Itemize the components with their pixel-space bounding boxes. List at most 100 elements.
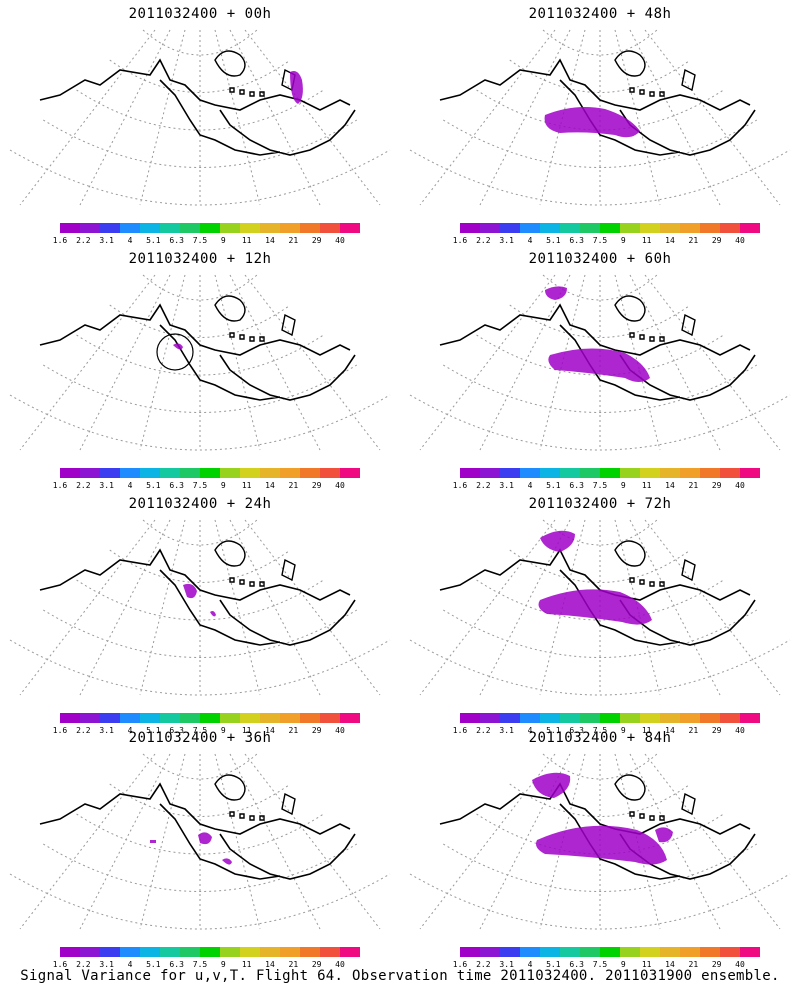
panel-title: 2011032400 + 00h (128, 6, 272, 22)
forecast-panel: 2011032400 + 60h 1.6 2.2 3.1 4 5.1 6.3 7.5 9 11 14… (400, 245, 800, 490)
coastline (439, 58, 756, 156)
islands (614, 774, 696, 821)
colorbar-swatch (520, 468, 540, 478)
colorbar-swatch (140, 223, 160, 233)
meridian-line (19, 753, 156, 930)
colorbar-tick-label: 3.1 (499, 960, 514, 969)
colorbar (460, 223, 760, 233)
variance-region (544, 107, 640, 138)
colorbar-tick-label: 11 (641, 726, 652, 735)
forecast-panel: 2011032400 + 36h 1.6 2.2 3.1 4 5.1 6.3 7.5 9 11 14… (0, 724, 400, 969)
colorbar-swatch (740, 468, 760, 478)
colorbar-tick-label: 2.2 (76, 481, 91, 490)
colorbar-tick-label: 40 (735, 236, 745, 245)
meridian-line (419, 753, 556, 930)
variance-region (655, 827, 673, 843)
colorbar-tick-label: 11 (241, 236, 252, 245)
forecast-panel: 2011032400 + 84h 1.6 2.2 3.1 4 5.1 6.3 7.5 9 11 14… (400, 724, 800, 969)
meridian-line (244, 753, 381, 930)
colorbar-tick-label: 4 (527, 960, 533, 969)
coastline (39, 58, 356, 156)
meridian-line (139, 519, 186, 696)
colorbar-tick-label: 5.1 (546, 960, 561, 969)
latitude-line (476, 334, 724, 376)
polar-map (9, 519, 391, 696)
variance-region (150, 840, 156, 843)
colorbar-swatch (260, 223, 280, 233)
colorbar-swatch (600, 947, 620, 957)
latitude-line (9, 873, 391, 930)
forecast-panel: 2011032400 + 72h 1.6 2.2 3.1 4 5.1 6.3 7.5 9 11 14… (400, 490, 800, 735)
latitude-line (409, 639, 791, 696)
latitude-line (109, 304, 291, 338)
meridian-line (244, 274, 381, 451)
panel-title: 2011032400 + 12h (128, 251, 272, 267)
colorbar-swatch (500, 223, 520, 233)
meridian-line (79, 519, 171, 696)
islands (614, 540, 696, 587)
latitude-line (409, 394, 791, 451)
colorbar-tick-label: 21 (288, 726, 299, 735)
meridian-line (419, 29, 556, 206)
variance-region (198, 832, 212, 845)
meridian-line (79, 29, 171, 206)
colorbar-tick-label: 7.5 (192, 236, 208, 245)
colorbar-tick-label: 29 (311, 960, 322, 969)
forecast-panel: 2011032400 + 48h 1.6 2.2 3.1 4 5.1 6.3 7.5 9 11 14… (400, 0, 800, 245)
colorbar-tick-label: 1.6 (52, 960, 68, 969)
colorbar-tick-label: 21 (288, 236, 299, 245)
colorbar-swatch (580, 468, 600, 478)
colorbar-tick-label: 14 (665, 236, 675, 245)
meridian-line (79, 274, 171, 451)
colorbar-tick-label: 14 (265, 481, 275, 490)
latitude-line (542, 519, 658, 546)
colorbar-tick-label: 2.2 (76, 960, 91, 969)
variance-region (173, 343, 183, 350)
colorbar-swatch (600, 223, 620, 233)
colorbar-swatch (260, 468, 280, 478)
colorbar-tick-label: 6.3 (569, 481, 584, 490)
colorbar-tick-label: 7.5 (192, 726, 208, 735)
colorbar-tick-label: 1.6 (452, 481, 468, 490)
colorbar-tick-label: 9 (620, 236, 626, 245)
colorbar-tick-label: 9 (620, 726, 626, 735)
colorbar-swatch (220, 947, 240, 957)
meridian-line (214, 274, 261, 451)
colorbar-tick-label: 11 (641, 481, 652, 490)
colorbar-swatch (320, 947, 340, 957)
colorbar-tick-label: 5.1 (546, 236, 561, 245)
colorbar-tick-label: 1.6 (452, 960, 468, 969)
latitude-line (509, 549, 691, 583)
latitude-line (442, 843, 758, 892)
colorbar-swatch (240, 223, 260, 233)
colorbar-swatch (280, 468, 300, 478)
meridian-line (139, 29, 186, 206)
colorbar-swatch (60, 223, 80, 233)
colorbar-tick-label: 40 (735, 481, 745, 490)
colorbar-swatch (600, 468, 620, 478)
colorbar-tick-label: 9 (220, 481, 226, 490)
colorbar-tick-label: 6.3 (169, 960, 184, 969)
colorbar-swatch (220, 713, 240, 723)
colorbar-tick-label: 1.6 (52, 481, 68, 490)
colorbar-tick-label: 9 (220, 236, 226, 245)
colorbar-swatch (280, 223, 300, 233)
coastline (39, 782, 356, 880)
meridian-line (19, 29, 156, 206)
colorbar-swatch (200, 947, 220, 957)
colorbar-swatch (460, 223, 480, 233)
colorbar-swatch (620, 947, 640, 957)
meridian-line (644, 519, 781, 696)
colorbar-swatch (340, 947, 360, 957)
colorbar-swatch (660, 713, 680, 723)
colorbar-tick-label: 2.2 (476, 236, 491, 245)
meridian-line (244, 519, 381, 696)
meridian-line (139, 274, 186, 451)
colorbar (460, 468, 760, 478)
colorbar-swatch (680, 468, 700, 478)
colorbar-tick-label: 29 (311, 726, 322, 735)
latitude-line (442, 119, 758, 168)
polar-map (409, 274, 791, 451)
colorbar-labels: 1.6 2.2 3.1 4 5.1 6.3 7.5 9 11 14 21 29 40 (453, 236, 760, 246)
colorbar-tick-label: 9 (620, 960, 626, 969)
